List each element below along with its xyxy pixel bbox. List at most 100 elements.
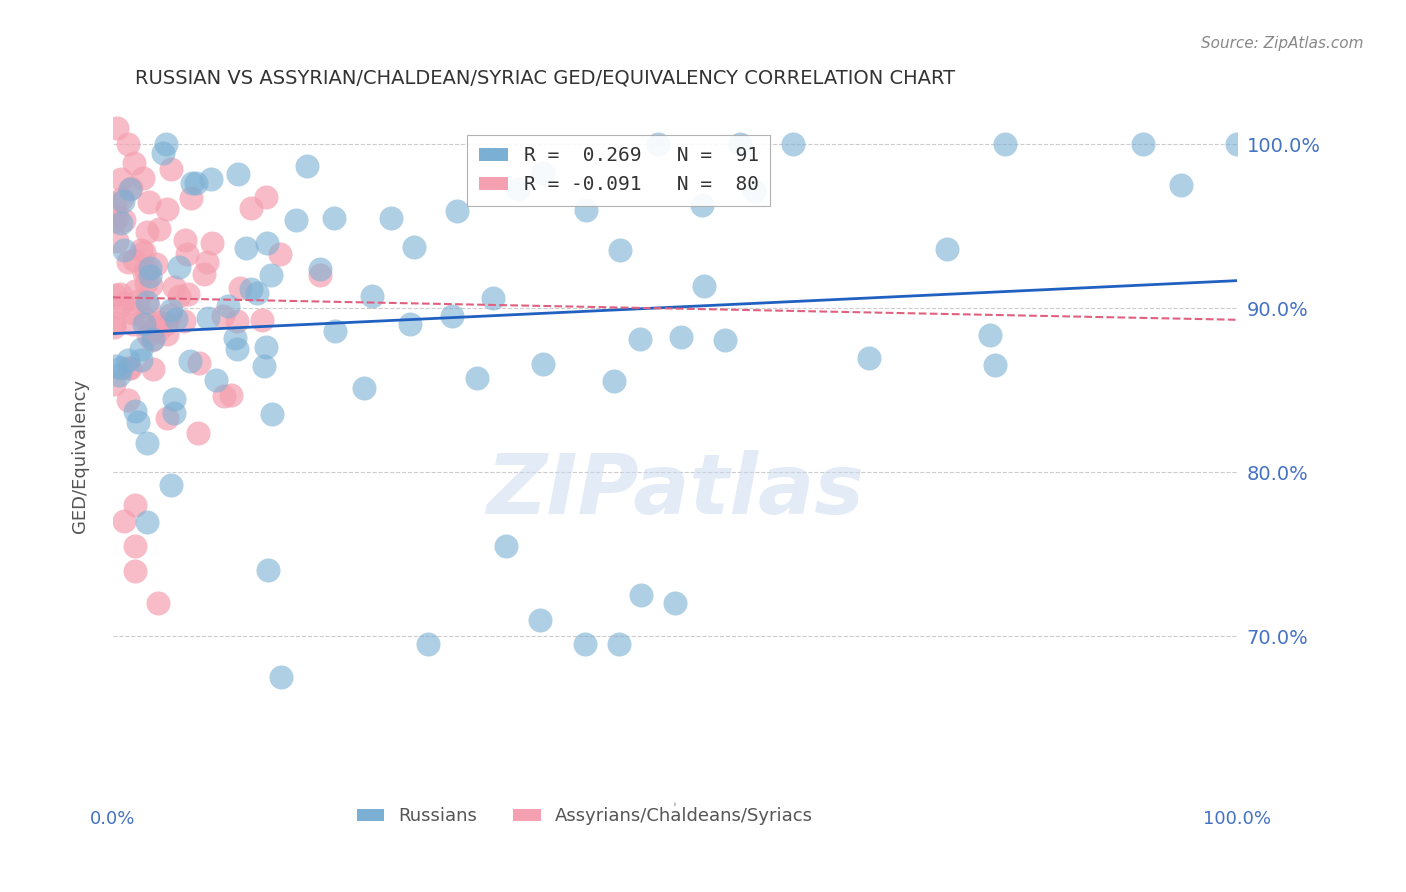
Russians (235, 240, 257, 254)
Russians (142, 332, 165, 346)
Assyrians/Chaldeans/Syriacs (156, 327, 179, 342)
Assyrians/Chaldeans/Syriacs (148, 324, 170, 338)
Russians (256, 235, 278, 250)
Russians (105, 359, 128, 373)
Russians (163, 392, 186, 406)
Russians (136, 436, 159, 450)
Russians (138, 260, 160, 275)
Russians (481, 291, 503, 305)
Russians (309, 261, 332, 276)
Russians (353, 380, 375, 394)
Assyrians/Chaldeans/Syriacs (141, 323, 163, 337)
Assyrians/Chaldeans/Syriacs (111, 296, 134, 310)
Assyrians/Chaldeans/Syriacs (112, 514, 135, 528)
Y-axis label: GED/Equivalency: GED/Equivalency (72, 379, 89, 533)
Russians (994, 137, 1017, 152)
Russians (262, 407, 284, 421)
Russians (139, 268, 162, 283)
Assyrians/Chaldeans/Syriacs (122, 156, 145, 170)
Russians (110, 217, 132, 231)
Russians (160, 478, 183, 492)
Russians (323, 211, 346, 225)
Assyrians/Chaldeans/Syriacs (122, 306, 145, 320)
Assyrians/Chaldeans/Syriacs (139, 277, 162, 292)
Assyrians/Chaldeans/Syriacs (135, 263, 157, 277)
Russians (630, 588, 652, 602)
Russians (531, 166, 554, 180)
Russians (134, 317, 156, 331)
Russians (669, 329, 692, 343)
Russians (135, 295, 157, 310)
Assyrians/Chaldeans/Syriacs (112, 213, 135, 227)
Russians (136, 515, 159, 529)
Assyrians/Chaldeans/Syriacs (212, 389, 235, 403)
Russians (467, 371, 489, 385)
Assyrians/Chaldeans/Syriacs (124, 539, 146, 553)
Assyrians/Chaldeans/Syriacs (159, 308, 181, 322)
Russians (181, 176, 204, 190)
Assyrians/Chaldeans/Syriacs (105, 211, 128, 225)
Russians (297, 159, 319, 173)
Russians (127, 415, 149, 429)
Assyrians/Chaldeans/Syriacs (110, 191, 132, 205)
Russians (714, 334, 737, 348)
Russians (200, 171, 222, 186)
Assyrians/Chaldeans/Syriacs (108, 286, 131, 301)
Assyrians/Chaldeans/Syriacs (107, 120, 129, 135)
Assyrians/Chaldeans/Syriacs (193, 268, 215, 282)
Russians (112, 244, 135, 258)
Assyrians/Chaldeans/Syriacs (134, 244, 156, 259)
Russians (110, 360, 132, 375)
Assyrians/Chaldeans/Syriacs (134, 266, 156, 280)
Russians (256, 563, 278, 577)
Russians (246, 285, 269, 300)
Assyrians/Chaldeans/Syriacs (187, 425, 209, 440)
Russians (240, 282, 263, 296)
Assyrians/Chaldeans/Syriacs (145, 318, 167, 332)
Text: ZIPatlas: ZIPatlas (486, 450, 863, 531)
Assyrians/Chaldeans/Syriacs (188, 356, 211, 370)
Russians (204, 373, 226, 387)
Assyrians/Chaldeans/Syriacs (136, 299, 159, 313)
Russians (117, 353, 139, 368)
Assyrians/Chaldeans/Syriacs (148, 222, 170, 236)
Text: Source: ZipAtlas.com: Source: ZipAtlas.com (1201, 36, 1364, 51)
Russians (399, 317, 422, 331)
Russians (575, 203, 598, 218)
Assyrians/Chaldeans/Syriacs (240, 201, 263, 215)
Russians (506, 181, 529, 195)
Assyrians/Chaldeans/Syriacs (162, 279, 184, 293)
Assyrians/Chaldeans/Syriacs (254, 190, 277, 204)
Russians (131, 342, 153, 356)
Assyrians/Chaldeans/Syriacs (138, 194, 160, 209)
Legend: Russians, Assyrians/Chaldeans/Syriacs: Russians, Assyrians/Chaldeans/Syriacs (350, 800, 820, 832)
Russians (647, 137, 669, 152)
Russians (285, 212, 308, 227)
Russians (574, 637, 596, 651)
Russians (692, 279, 714, 293)
Russians (124, 404, 146, 418)
Russians (935, 242, 957, 256)
Russians (603, 374, 626, 388)
Assyrians/Chaldeans/Syriacs (269, 247, 291, 261)
Russians (120, 182, 142, 196)
Assyrians/Chaldeans/Syriacs (105, 235, 128, 249)
Assyrians/Chaldeans/Syriacs (120, 181, 142, 195)
Assyrians/Chaldeans/Syriacs (124, 285, 146, 299)
Russians (1170, 178, 1192, 193)
Assyrians/Chaldeans/Syriacs (167, 289, 190, 303)
Russians (531, 357, 554, 371)
Russians (184, 176, 207, 190)
Assyrians/Chaldeans/Syriacs (132, 170, 155, 185)
Assyrians/Chaldeans/Syriacs (180, 191, 202, 205)
Assyrians/Chaldeans/Syriacs (122, 253, 145, 268)
Assyrians/Chaldeans/Syriacs (176, 287, 198, 301)
Russians (380, 211, 402, 226)
Russians (152, 146, 174, 161)
Assyrians/Chaldeans/Syriacs (146, 596, 169, 610)
Assyrians/Chaldeans/Syriacs (173, 314, 195, 328)
Russians (1226, 137, 1249, 152)
Assyrians/Chaldeans/Syriacs (124, 498, 146, 512)
Russians (160, 303, 183, 318)
Russians (197, 310, 219, 325)
